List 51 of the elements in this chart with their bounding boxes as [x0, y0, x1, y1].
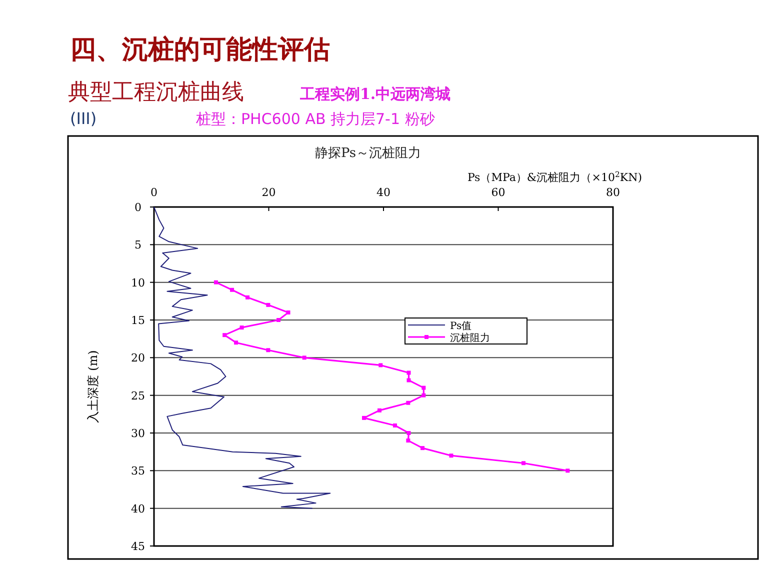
x-axis-title: Ps（MPa）&沉桩阻力（×10$^{2}$KN) [467, 170, 642, 184]
point [449, 454, 454, 458]
y-tick-label: 10 [131, 276, 145, 290]
x-tick-label: 60 [491, 186, 506, 199]
point [378, 363, 383, 368]
chart-title: 四、沉桩的可能性评估 [70, 35, 330, 65]
point [566, 468, 570, 473]
point [286, 310, 290, 314]
point [406, 378, 411, 382]
x-tick-label: 80 [606, 186, 620, 199]
y-tick-label: 45 [131, 540, 145, 553]
x-tick-label: 40 [376, 186, 390, 199]
point [406, 431, 411, 435]
x-tick-label: 20 [262, 186, 276, 199]
x-tick-label: 0 [150, 186, 158, 199]
point [422, 393, 426, 398]
y-tick-label: 20 [131, 352, 145, 365]
point [240, 326, 244, 330]
point [246, 295, 250, 300]
point [266, 302, 270, 307]
point [302, 356, 306, 360]
text: 工程实例1.中远两湾城 [299, 85, 451, 103]
point [406, 370, 411, 375]
y-tick-label: 40 [131, 502, 145, 516]
y-tick-label: 25 [131, 389, 145, 402]
point [214, 280, 218, 284]
point [234, 340, 238, 345]
point [377, 408, 382, 412]
y-axis-title: 入土深度 (m) [86, 350, 100, 423]
point [276, 318, 281, 322]
point [222, 333, 227, 338]
y-tick-label: 15 [131, 314, 145, 327]
y-tick-label: 30 [131, 427, 145, 440]
y-tick-label: 5 [134, 238, 142, 252]
point [392, 423, 397, 428]
text: 静探Ps～沉桩阻力 [314, 146, 422, 161]
point [406, 438, 410, 443]
legend-label: 沉桩阻力 [450, 332, 490, 344]
chart-subtitle: 典型工程沉桩曲线 [68, 80, 244, 105]
text: 桩型：PHC600 AB 持力层7-1 粉砂 [195, 110, 435, 128]
y-tick-label: 35 [131, 464, 145, 478]
point [420, 446, 425, 450]
point [230, 288, 234, 292]
legend-label: Ps值 [450, 321, 472, 332]
point [362, 416, 366, 420]
y-tick-label: 0 [134, 201, 142, 214]
point [406, 400, 410, 405]
point [422, 386, 426, 390]
text: (III) [70, 109, 97, 128]
point [521, 461, 526, 466]
point [266, 348, 270, 352]
